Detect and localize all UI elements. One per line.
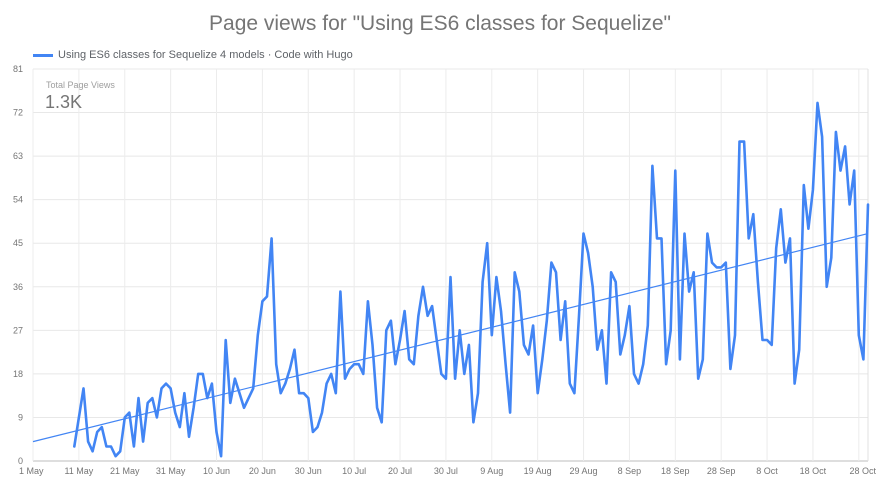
y-tick-label: 72 (13, 108, 23, 118)
legend[interactable]: Using ES6 classes for Sequelize 4 models… (33, 47, 353, 63)
x-tick-label: 18 Oct (800, 466, 827, 476)
y-tick-label: 54 (13, 195, 23, 205)
x-tick-label: 10 Jun (203, 466, 230, 476)
x-tick-label: 9 Aug (480, 466, 503, 476)
scorecard-value: 1.3K (45, 92, 83, 112)
y-tick-label: 0 (18, 456, 23, 466)
x-tick-label: 30 Jul (434, 466, 458, 476)
x-tick-label: 18 Sep (661, 466, 690, 476)
x-tick-label: 8 Sep (618, 466, 642, 476)
x-tick-label: 28 Oct (849, 466, 876, 476)
x-tick-label: 20 Jul (388, 466, 412, 476)
y-tick-label: 81 (13, 64, 23, 74)
legend-swatch (33, 53, 53, 57)
trend-line (32, 232, 869, 443)
x-tick-label: 21 May (110, 466, 140, 476)
y-tick-label: 45 (13, 238, 23, 248)
y-tick-label: 9 (18, 412, 23, 422)
scorecard-label: Total Page Views (46, 80, 115, 90)
y-tick-label: 36 (13, 282, 23, 292)
x-tick-label: 31 May (156, 466, 186, 476)
x-tick-label: 20 Jun (249, 466, 276, 476)
series-line (73, 101, 870, 458)
x-tick-label: 30 Jun (295, 466, 322, 476)
x-tick-label: 19 Aug (524, 466, 552, 476)
y-tick-label: 27 (13, 325, 23, 335)
x-tick-label: 29 Aug (570, 466, 598, 476)
y-tick-label: 63 (13, 151, 23, 161)
x-tick-label: 28 Sep (707, 466, 736, 476)
x-tick-label: 11 May (64, 466, 93, 476)
x-tick-label: 10 Jul (342, 466, 366, 476)
x-tick-label: 8 Oct (756, 466, 778, 476)
y-tick-label: 18 (13, 369, 23, 379)
x-tick-label: 1 May (19, 466, 44, 476)
legend-label: Using ES6 classes for Sequelize 4 models… (58, 49, 353, 61)
chart-title: Page views for "Using ES6 classes for Se… (209, 12, 671, 35)
